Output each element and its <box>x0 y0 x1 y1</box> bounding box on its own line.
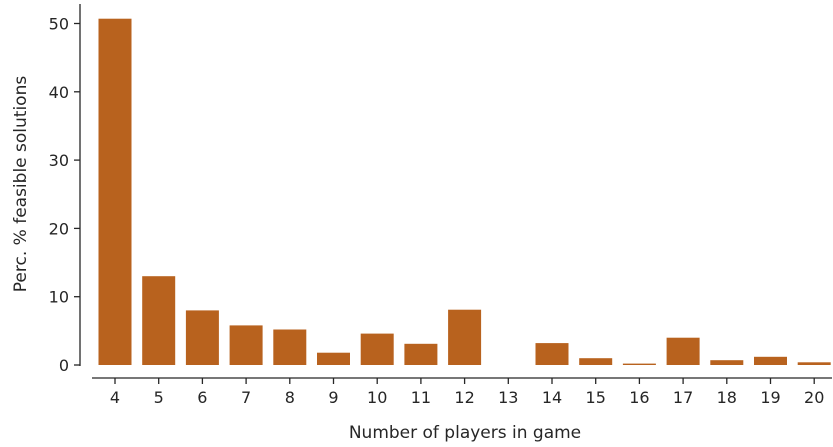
bar-17 <box>666 337 700 365</box>
bar-6 <box>185 310 219 365</box>
y-axis: 0 10 20 30 40 50 <box>49 4 81 375</box>
x-tick-label: 11 <box>411 388 431 407</box>
x-tick-label: 8 <box>285 388 295 407</box>
bar-7 <box>229 325 263 365</box>
x-tick-label: 10 <box>367 388 387 407</box>
bar-5 <box>142 276 176 365</box>
bar-8 <box>273 329 307 365</box>
bar-11 <box>404 343 438 365</box>
bar-20 <box>797 362 831 365</box>
bar-15 <box>579 358 613 365</box>
y-tick-label: 50 <box>49 15 69 34</box>
x-tick-label: 9 <box>328 388 338 407</box>
x-tick-label: 16 <box>629 388 649 407</box>
x-tick-label: 17 <box>673 388 693 407</box>
y-axis-title: Perc. % feasible solutions <box>11 76 31 293</box>
bar-19 <box>754 356 787 365</box>
x-tick-label: 20 <box>804 388 824 407</box>
bar-16 <box>622 363 656 365</box>
y-tick-label: 20 <box>49 219 69 238</box>
y-tick-label: 0 <box>59 356 69 375</box>
bar-9 <box>317 352 350 365</box>
bar-14 <box>535 343 569 365</box>
y-tick-label: 10 <box>49 288 69 307</box>
x-tick-label: 14 <box>542 388 562 407</box>
x-axis: 4 5 6 7 8 9 10 11 12 13 14 15 16 17 18 19 20 <box>92 377 832 407</box>
x-tick-label: 18 <box>717 388 737 407</box>
y-tick-label: 40 <box>49 83 69 102</box>
bar-18 <box>710 360 744 365</box>
x-tick-label: 4 <box>110 388 120 407</box>
x-tick-label: 6 <box>197 388 207 407</box>
x-tick-label: 13 <box>498 388 518 407</box>
x-tick-label: 12 <box>454 388 474 407</box>
bar-12 <box>448 309 482 365</box>
x-axis-title: Number of players in game <box>349 423 581 443</box>
x-tick-label: 19 <box>760 388 780 407</box>
bar-4 <box>98 18 132 365</box>
x-tick-label: 15 <box>586 388 606 407</box>
y-tick-label: 30 <box>49 151 69 170</box>
bar-10 <box>360 333 394 365</box>
x-tick-label: 5 <box>154 388 164 407</box>
bars-group <box>98 18 831 365</box>
x-tick-label: 7 <box>241 388 251 407</box>
